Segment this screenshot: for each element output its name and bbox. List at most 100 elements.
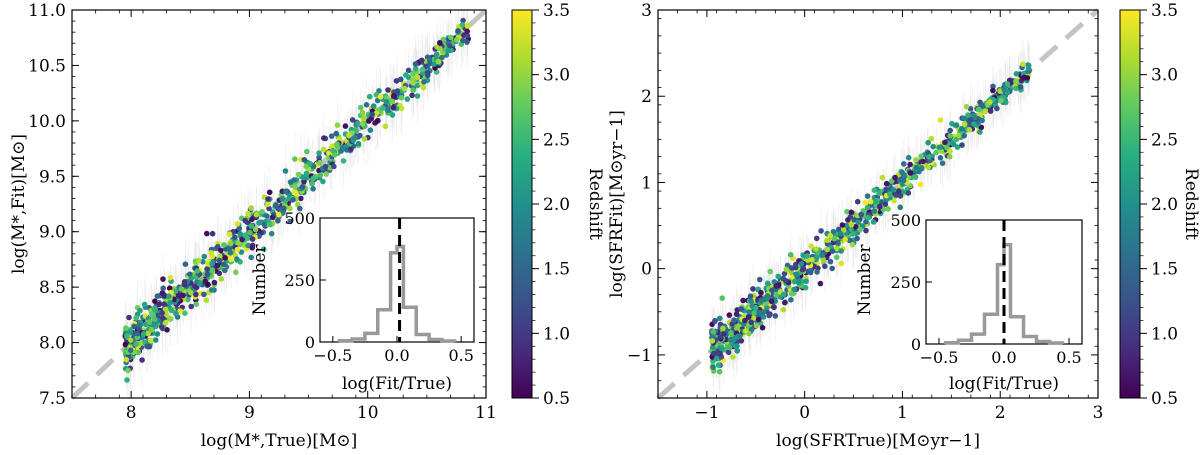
scatter-point <box>827 232 834 239</box>
scatter-point <box>829 248 836 254</box>
scatter-point <box>748 298 754 305</box>
residual-histogram-inset: −0.5 0.0 0.5 0 250 500 Number log(Fit/True) <box>250 209 475 394</box>
scatter-point <box>326 150 332 156</box>
scatter-point <box>357 132 363 139</box>
scatter-point <box>760 314 767 320</box>
scatter-point <box>126 314 132 321</box>
scatter-point <box>196 280 202 287</box>
scatter-point <box>959 142 965 148</box>
scatter-point <box>740 297 746 304</box>
x-tick-label: 0 <box>799 403 810 423</box>
scatter-point <box>435 58 442 65</box>
scatter-point <box>188 275 195 282</box>
scatter-point <box>743 328 749 334</box>
scatter-point <box>950 141 957 148</box>
scatter-point <box>854 235 860 242</box>
scatter-point <box>222 254 228 261</box>
scatter-point <box>864 204 871 211</box>
scatter-point <box>802 284 809 291</box>
scatter-point <box>216 270 223 277</box>
scatter-point <box>928 135 935 142</box>
scatter-point <box>409 92 415 99</box>
colorbar-tick-label: 0.5 <box>1151 389 1178 409</box>
scatter-point <box>242 217 248 224</box>
scatter-point <box>710 364 716 371</box>
axis-ticks: 8 9 10 11 7.5 8.0 8.5 9.0 9.5 10.0 10.5 11.0 <box>28 1 497 423</box>
scatter-point <box>310 186 316 192</box>
scatter-point <box>125 367 131 374</box>
y-tick-label: −1 <box>627 346 652 366</box>
scatter-point <box>925 139 931 146</box>
scatter-point <box>757 276 763 283</box>
scatter-point <box>359 109 366 116</box>
scatter-point <box>1025 65 1032 72</box>
scatter-point <box>759 324 766 331</box>
residual-histogram-inset: −0.5 0.0 0.5 0 250 500 Number log(Fit/True) <box>855 211 1083 394</box>
inset-y-tick-label: 250 <box>890 273 921 292</box>
scatter-point <box>373 110 380 116</box>
scatter-point <box>829 265 835 272</box>
scatter-point <box>367 127 374 133</box>
scatter-point <box>208 250 214 256</box>
inset-x-tick-label: 0.5 <box>448 346 473 365</box>
scatter-point <box>822 263 828 270</box>
scatter-point <box>128 337 134 344</box>
scatter-point <box>331 163 337 170</box>
scatter-point <box>221 261 227 268</box>
scatter-point <box>773 292 779 298</box>
scatter-point <box>937 155 944 161</box>
scatter-point <box>972 114 978 121</box>
scatter-point <box>891 198 897 204</box>
scatter-point <box>226 245 233 252</box>
scatter-point <box>154 293 161 299</box>
scatter-point <box>333 130 340 137</box>
scatter-point <box>200 259 206 265</box>
scatter-point <box>382 123 389 130</box>
scatter-point <box>901 161 907 167</box>
scatter-point <box>383 98 390 105</box>
scatter-point <box>933 149 939 156</box>
scatter-point <box>818 228 824 234</box>
scatter-point <box>834 254 840 261</box>
scatter-point <box>793 271 799 278</box>
scatter-point <box>178 286 185 292</box>
scatter-point <box>900 177 907 184</box>
scatter-point <box>807 269 814 276</box>
colorbar-tick-label: 3.0 <box>1151 66 1178 86</box>
scatter-point <box>295 171 302 178</box>
scatter-point <box>813 235 820 242</box>
colorbar-ticks: 0.5 1.0 1.5 2.0 2.5 3.0 3.5 <box>1140 1 1178 409</box>
scatter-point <box>151 322 157 328</box>
scatter-point <box>323 171 330 177</box>
scatter-point <box>279 195 286 202</box>
scatter-point <box>920 158 926 165</box>
scatter-point <box>781 270 788 277</box>
inset-background <box>319 217 475 343</box>
scatter-point <box>410 77 416 83</box>
scatter-point <box>912 174 918 180</box>
scatter-point <box>737 333 743 339</box>
scatter-point <box>837 230 844 237</box>
colorbar-gradient <box>511 9 533 399</box>
scatter-point <box>291 177 297 183</box>
x-tick-label: 9 <box>244 403 255 423</box>
scatter-point <box>137 307 143 314</box>
scatter-point <box>275 218 281 224</box>
scatter-point <box>160 315 166 322</box>
scatter-point <box>346 132 352 139</box>
scatter-point <box>1020 61 1026 67</box>
scatter-point <box>938 144 944 150</box>
scatter-point <box>771 279 778 285</box>
colorbar-tick-label: 0.5 <box>543 389 570 409</box>
scatter-point <box>281 205 287 212</box>
scatter-point <box>1013 85 1019 92</box>
scatter-point <box>863 227 869 234</box>
scatter-point <box>813 254 820 261</box>
colorbar-label: Redshift <box>1181 168 1200 240</box>
scatter-point <box>338 148 345 154</box>
scatter-point <box>726 312 733 318</box>
scatter-point <box>1017 84 1024 90</box>
scatter-point <box>292 156 298 162</box>
scatter-point <box>355 140 362 147</box>
scatter-point <box>412 65 419 72</box>
